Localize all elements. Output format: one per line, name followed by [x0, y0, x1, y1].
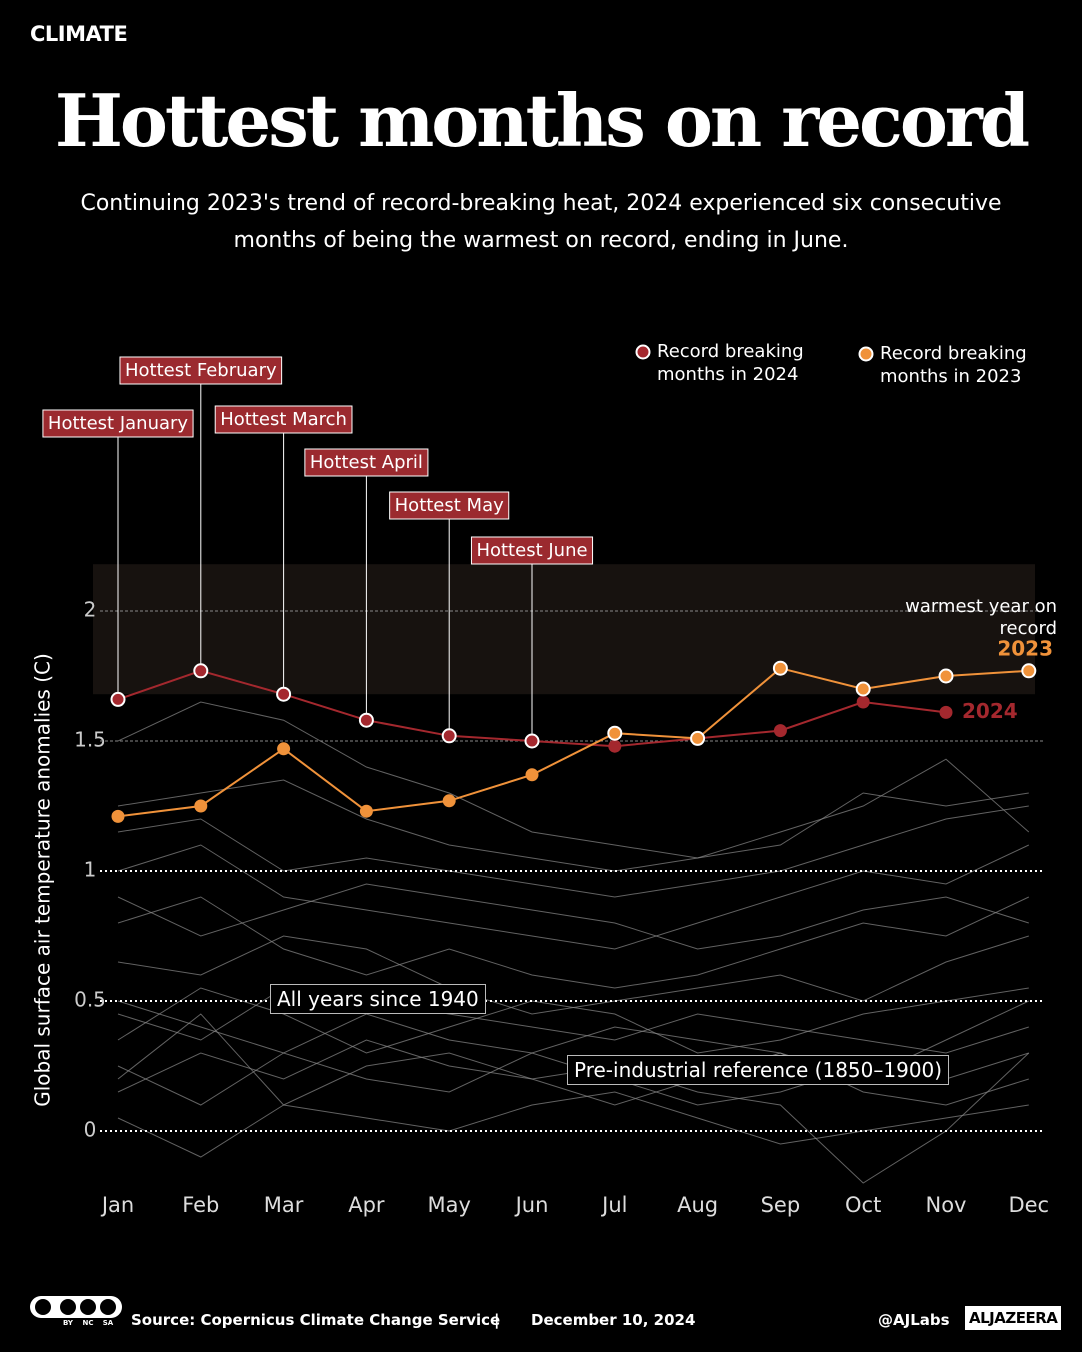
legend-label: Record breaking months in 2023: [880, 343, 1027, 387]
annotation: Hottest June: [470, 536, 594, 741]
handle: @AJLabs: [878, 1311, 950, 1329]
annotation-box: [42, 409, 194, 438]
marker: [277, 742, 291, 756]
separator: |: [494, 1311, 500, 1329]
annotation-text: Hottest January: [48, 413, 188, 434]
x-tick-label: Mar: [264, 1193, 304, 1217]
record-marker: [855, 681, 871, 697]
marker: [111, 809, 125, 823]
background-label: All years since 1940: [270, 984, 486, 1014]
background-line: [117, 883, 1029, 950]
background-line: [117, 1091, 1029, 1158]
x-tick-label: Oct: [845, 1193, 881, 1217]
background-line: [117, 896, 1030, 989]
marker: [856, 695, 870, 709]
marker: [939, 705, 953, 719]
title: Hottest months on record: [54, 78, 1030, 163]
source: Source: Copernicus Climate Change Servic…: [131, 1311, 501, 1329]
background-line: [117, 987, 1029, 1054]
background-line: [117, 844, 1030, 950]
background-line: [117, 701, 1030, 859]
record-marker: [772, 660, 788, 676]
y-tick-label: 0.5: [74, 988, 106, 1012]
x-tick-label: Jan: [100, 1193, 134, 1217]
background-line: [117, 1039, 1029, 1106]
record-marker: [1021, 663, 1037, 679]
annotation-text: Hottest February: [125, 360, 277, 381]
x-tick-label: Apr: [348, 1193, 385, 1217]
series-end-label: 2024: [962, 699, 1018, 723]
record-marker: [938, 668, 954, 684]
x-tick-label: Sep: [761, 1193, 801, 1217]
annotation-text: Hottest April: [310, 452, 423, 473]
annotation-text: Hottest March: [220, 409, 347, 430]
reference-label: Pre-industrial reference (1850–1900): [567, 1055, 950, 1085]
y-tick-label: 1: [84, 858, 97, 882]
background-line: [117, 805, 1029, 898]
marker: [442, 794, 456, 808]
x-tick-label: Dec: [1008, 1193, 1049, 1217]
record-marker: [110, 691, 126, 707]
x-tick-label: Aug: [677, 1193, 718, 1217]
annotation: Hottest February: [119, 356, 283, 671]
subtitle: Continuing 2023's trend of record-breaki…: [80, 191, 1002, 253]
x-tick-label: Jul: [600, 1193, 627, 1217]
license-label: BY: [63, 1319, 74, 1327]
marker: [194, 799, 208, 813]
section: CLIMATE: [30, 22, 128, 46]
x-tick-label: Nov: [926, 1193, 967, 1217]
annotation-box: [389, 491, 510, 520]
license-label: SA: [103, 1319, 114, 1327]
series-line: [117, 667, 1029, 818]
marker: [525, 768, 539, 782]
background-line: [117, 935, 1029, 1015]
record-marker: [193, 663, 209, 679]
annotation-text: Hottest May: [395, 495, 504, 516]
background-line: [117, 987, 1029, 1054]
annotation: Hottest April: [304, 448, 429, 721]
brand: ALJAZEERA: [965, 1306, 1062, 1330]
annotation-box: [304, 448, 429, 477]
legend-marker: [635, 344, 651, 360]
annotation-box: [119, 356, 283, 385]
y-axis-label: Global surface air temperature anomalies…: [31, 653, 55, 1107]
series-end-label: 2023: [997, 637, 1053, 661]
y-tick-label: 2: [84, 598, 97, 622]
legend-marker: [858, 346, 874, 362]
annotation: Hottest March: [214, 405, 353, 695]
record-marker: [276, 686, 292, 702]
marker: [773, 724, 787, 738]
background-line: [117, 779, 1029, 872]
y-tick-label: 1.5: [74, 728, 106, 752]
record-marker: [441, 728, 457, 744]
band-label: warmest year on record: [905, 596, 1057, 639]
annotation: Hottest May: [389, 491, 510, 736]
record-marker: [607, 725, 623, 741]
y-tick-label: 0: [84, 1118, 97, 1142]
annotation-box: [470, 536, 594, 565]
record-marker: [524, 733, 540, 749]
warmest-band: [93, 564, 1035, 695]
annotation-box: [214, 405, 353, 434]
annotation-text: Hottest June: [476, 540, 587, 561]
annotation: Hottest January: [42, 409, 194, 700]
record-marker: [690, 730, 706, 746]
x-tick-label: May: [427, 1193, 470, 1217]
marker: [608, 739, 622, 753]
marker: [359, 804, 373, 818]
license-label: NC: [83, 1319, 94, 1327]
x-tick-label: Jun: [514, 1193, 549, 1217]
date: December 10, 2024: [531, 1311, 696, 1329]
record-marker: [358, 712, 374, 728]
legend-label: Record breaking months in 2024: [657, 341, 804, 385]
x-tick-label: Feb: [182, 1193, 219, 1217]
cc-icon: [30, 1296, 122, 1318]
